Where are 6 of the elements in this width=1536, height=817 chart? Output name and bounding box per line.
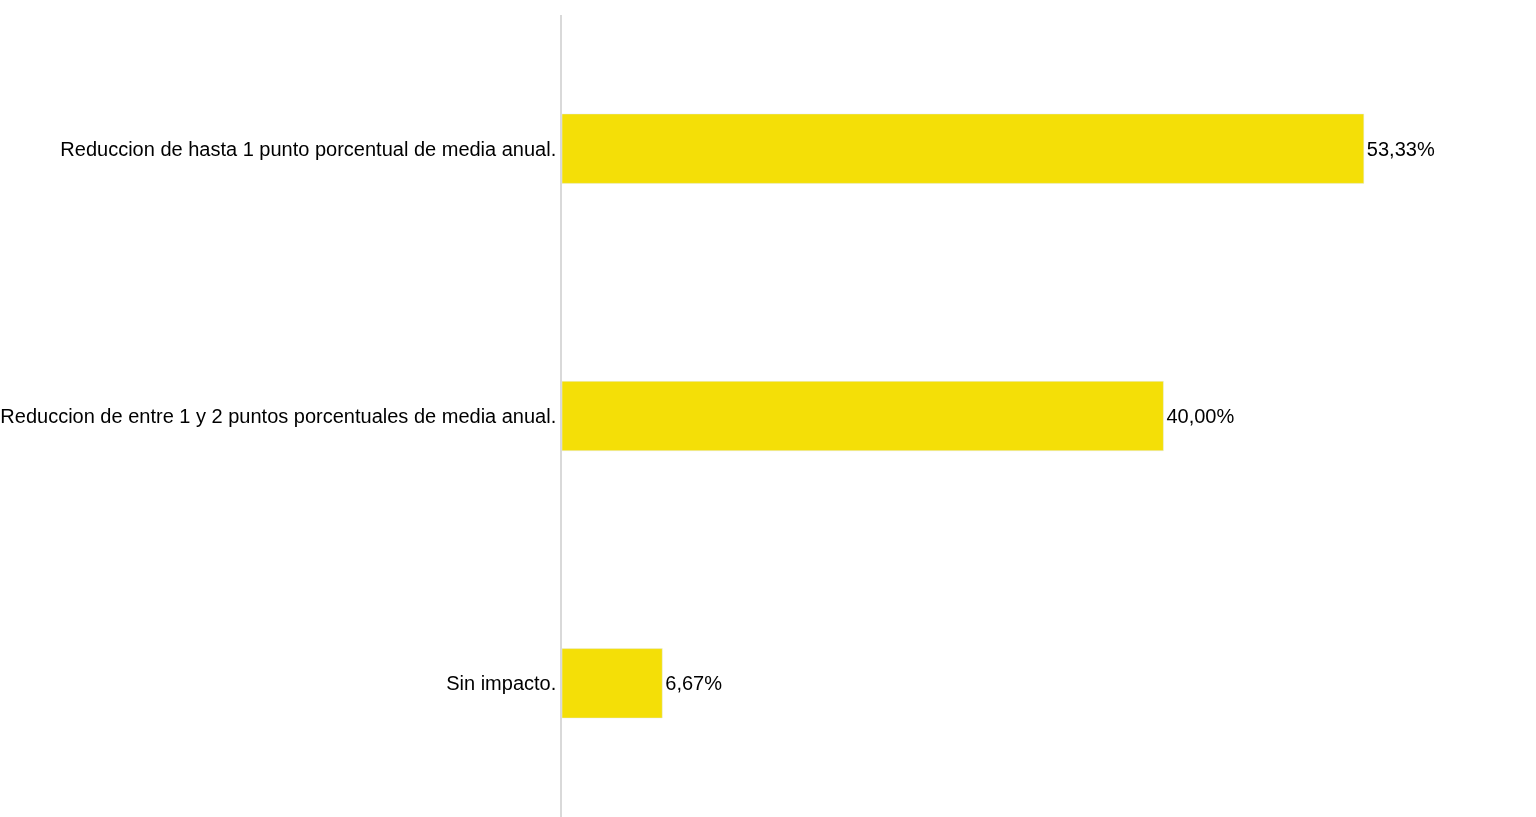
data-label: 6,67% — [665, 672, 723, 695]
y-tick-label: Sin impacto. — [446, 672, 557, 695]
y-tick-label: Reduccion de entre 1 y 2 puntos porcentuales de media anual. — [0, 405, 557, 427]
y-tick-label: Reduccion de hasta 1 punto porcentual de media anual. — [60, 137, 557, 160]
data-label: 40,00% — [1166, 405, 1235, 427]
data-label: 53,33% — [1366, 137, 1435, 160]
